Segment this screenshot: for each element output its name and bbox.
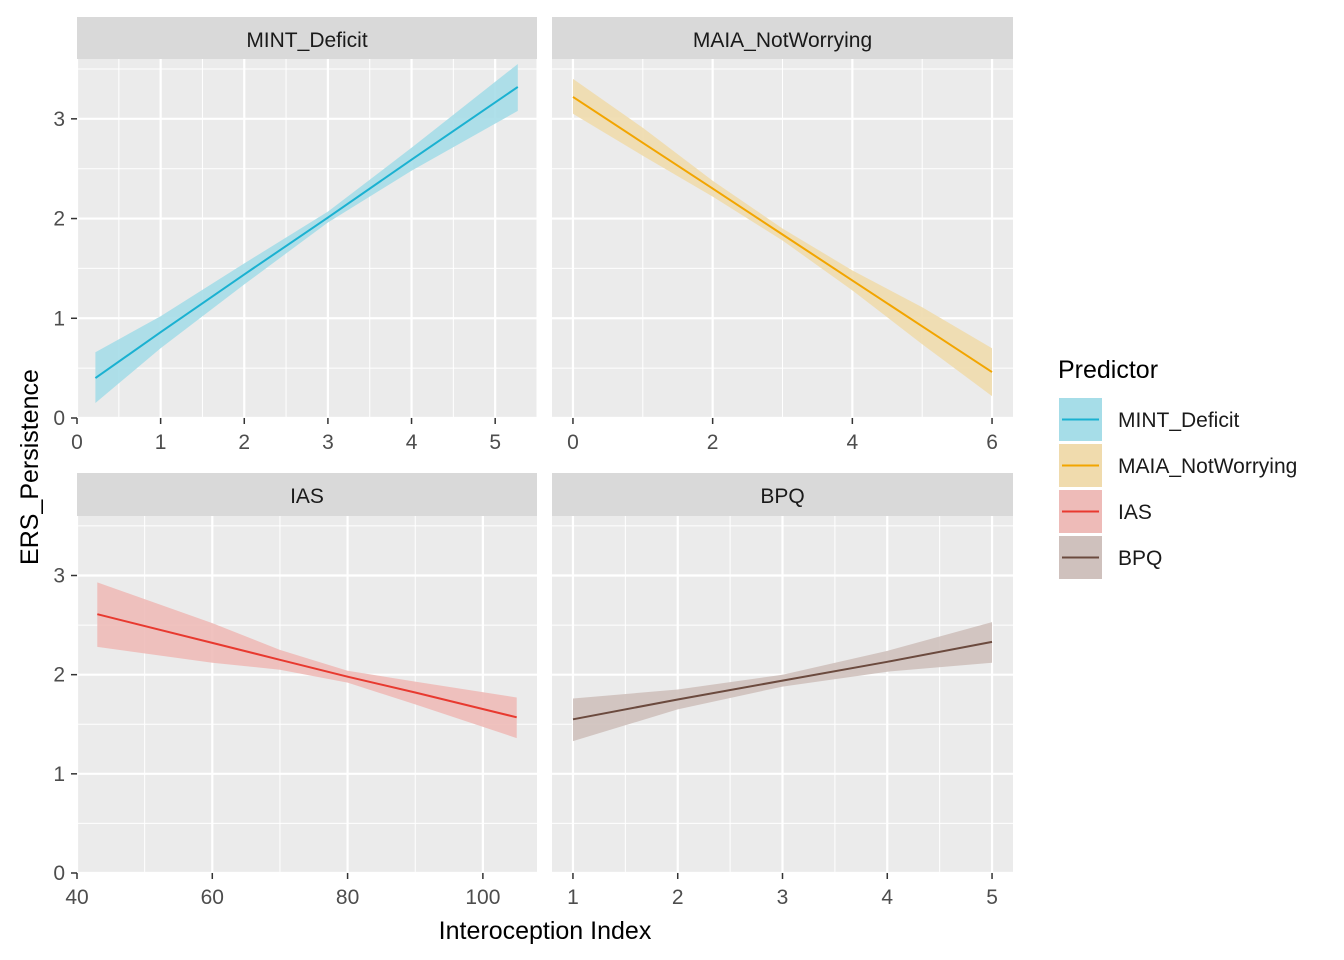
- x-tick-label: 40: [65, 886, 88, 909]
- x-axis-title: Interoception Index: [439, 917, 652, 945]
- legend-label: MINT_Deficit: [1118, 409, 1240, 432]
- axes: 0 1 2 3 4 5 0 1 2 3: [53, 108, 501, 454]
- legend-label: MAIA_NotWorrying: [1118, 455, 1297, 478]
- series-ias: [97, 582, 517, 739]
- legend-label: BPQ: [1118, 547, 1162, 570]
- y-tick-label: 2: [53, 208, 65, 231]
- axes: 0 2 4 6: [567, 418, 998, 454]
- y-tick-label: 3: [53, 108, 65, 131]
- legend: Predictor MINT_Deficit MAIA_NotWorrying IA…: [1058, 356, 1297, 579]
- gridlines: [552, 516, 1013, 875]
- series-line: [97, 613, 517, 719]
- facet-strip-label: MAIA_NotWorrying: [693, 29, 872, 52]
- series-mint-deficit: [94, 64, 519, 403]
- x-tick-label: 1: [567, 886, 579, 909]
- legend-item: MAIA_NotWorrying: [1059, 444, 1297, 487]
- x-tick-label: 3: [322, 431, 334, 454]
- x-tick-label: 4: [881, 886, 893, 909]
- legend-item: IAS: [1059, 490, 1152, 533]
- series-line: [94, 86, 519, 379]
- x-tick-label: 2: [238, 431, 250, 454]
- series-line: [572, 640, 993, 721]
- series-bpq: [572, 622, 993, 742]
- y-tick-label: 2: [53, 664, 65, 687]
- panel-ias: IAS 40 60 80 100 0 1 2 3: [53, 473, 537, 909]
- legend-title: Predictor: [1058, 356, 1158, 384]
- facet-strip: [77, 17, 537, 59]
- x-tick-label: 4: [847, 431, 859, 454]
- x-tick-label: 60: [201, 886, 224, 909]
- x-tick-label: 80: [336, 886, 359, 909]
- y-tick-label: 3: [53, 565, 65, 588]
- facet-strip: [552, 17, 1013, 59]
- y-tick-label: 0: [53, 862, 65, 885]
- gridlines: [75, 516, 537, 875]
- panel-bpq: BPQ 1 2 3 4 5: [552, 473, 1013, 909]
- y-axis-title: ERS_Persistence: [16, 369, 44, 565]
- x-tick-label: 6: [986, 431, 998, 454]
- facet-strip: [77, 473, 537, 516]
- facet-panels: MINT_Deficit 0 1 2 3 4 5 0 1 2 3 MAIA_NotWorrying 0 2…: [53, 17, 1013, 909]
- panel-maia-notworrying: MAIA_NotWorrying 0 2 4 6: [552, 17, 1013, 454]
- facet-strip-label: IAS: [290, 485, 324, 508]
- axes: 1 2 3 4 5: [567, 873, 998, 909]
- x-tick-label: 2: [707, 431, 719, 454]
- legend-items: MINT_Deficit MAIA_NotWorrying IAS BPQ: [1059, 398, 1297, 579]
- legend-label: IAS: [1118, 501, 1152, 524]
- confidence-band: [95, 64, 518, 403]
- x-tick-label: 0: [567, 431, 579, 454]
- series-maia-notworrying: [572, 78, 993, 397]
- axes: 40 60 80 100 0 1 2 3: [53, 565, 500, 910]
- x-tick-label: 4: [406, 431, 418, 454]
- legend-item: MINT_Deficit: [1059, 398, 1240, 441]
- x-tick-label: 100: [465, 886, 500, 909]
- x-tick-label: 2: [672, 886, 684, 909]
- series-line: [572, 96, 993, 373]
- x-tick-label: 5: [489, 431, 501, 454]
- y-tick-label: 1: [53, 763, 65, 786]
- y-tick-label: 1: [53, 307, 65, 330]
- x-tick-label: 5: [986, 886, 998, 909]
- y-tick-label: 0: [53, 407, 65, 430]
- x-tick-label: 0: [71, 431, 83, 454]
- confidence-band: [97, 582, 517, 739]
- facet-strip: [552, 473, 1013, 516]
- confidence-band: [573, 78, 992, 397]
- x-tick-label: 3: [777, 886, 789, 909]
- panel-mint-deficit: MINT_Deficit 0 1 2 3 4 5 0 1 2 3: [53, 17, 538, 454]
- legend-item: BPQ: [1059, 536, 1162, 579]
- facet-strip-label: MINT_Deficit: [246, 29, 368, 52]
- facet-strip-label: BPQ: [760, 485, 804, 508]
- x-tick-label: 1: [155, 431, 167, 454]
